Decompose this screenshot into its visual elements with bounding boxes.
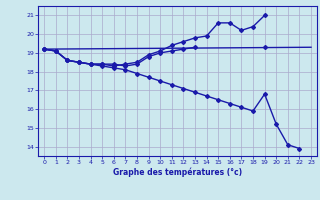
X-axis label: Graphe des températures (°c): Graphe des températures (°c) <box>113 168 242 177</box>
